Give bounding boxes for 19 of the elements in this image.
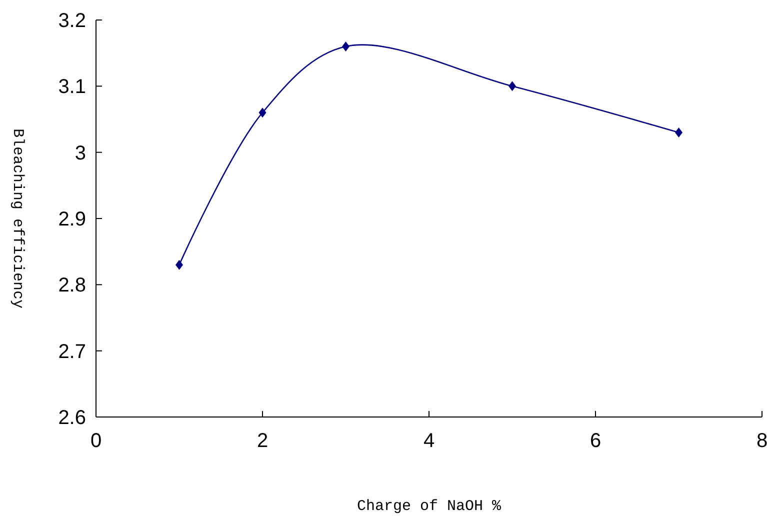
y-tick-label: 2.9 <box>58 208 86 230</box>
point <box>508 81 516 92</box>
point <box>258 108 266 118</box>
x-tick-label: 2 <box>256 430 268 452</box>
x-tick-label: 0 <box>90 430 102 452</box>
y-tick-label: 3.1 <box>58 76 86 98</box>
x-tick-label: 6 <box>590 430 602 452</box>
x-axis-title: Charge of NaOH % <box>356 498 502 515</box>
point <box>342 41 350 52</box>
y-tick-label: 3.2 <box>58 10 86 32</box>
y-tick-label: 3 <box>74 142 86 164</box>
y-tick-label: 2.8 <box>58 274 86 297</box>
y-axis-title: Bleaching efficiency <box>9 128 26 309</box>
point <box>675 127 682 138</box>
point <box>176 260 183 270</box>
x-tick-label: 4 <box>423 430 435 452</box>
x-tick-label: 8 <box>756 430 767 452</box>
y-tick-label: 2.7 <box>58 340 86 363</box>
y-tick-label: 2.6 <box>58 407 86 429</box>
